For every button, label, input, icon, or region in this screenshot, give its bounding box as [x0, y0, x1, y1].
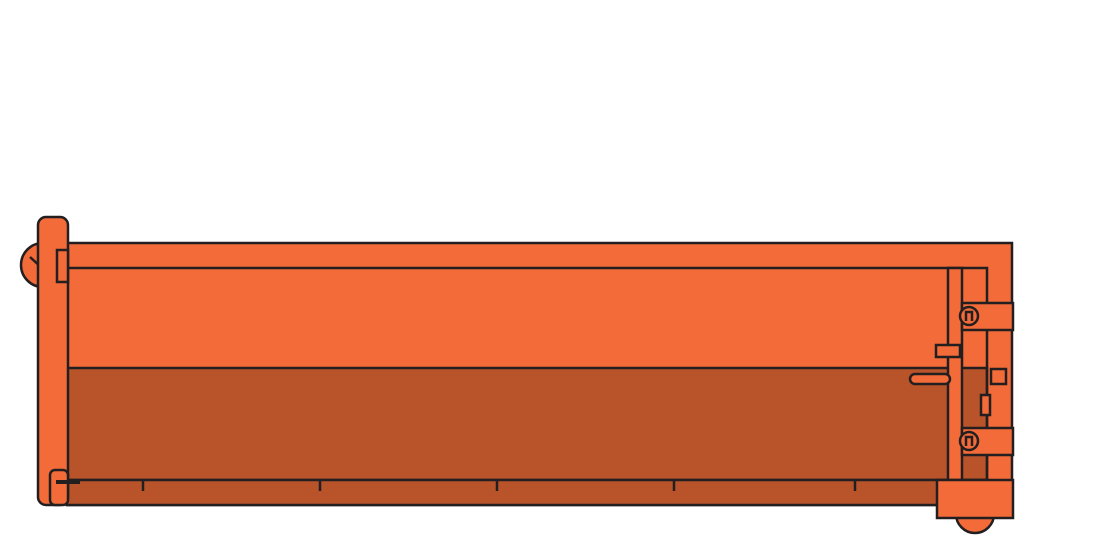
rear-block [935, 478, 1015, 520]
latch-plate [934, 343, 962, 359]
door-square [989, 367, 1008, 386]
hinge-knob [958, 305, 980, 327]
bottom-rail [65, 478, 989, 507]
rail-ticks [141, 480, 857, 491]
hinge-mark [964, 310, 974, 446]
hinge-knob [958, 430, 980, 452]
door-bar [946, 266, 964, 482]
lower-panel [65, 366, 989, 482]
handle [908, 372, 952, 386]
door-slot [979, 393, 992, 417]
post-bracket [55, 248, 70, 284]
post-pin [56, 480, 80, 484]
post-foot [48, 468, 70, 507]
